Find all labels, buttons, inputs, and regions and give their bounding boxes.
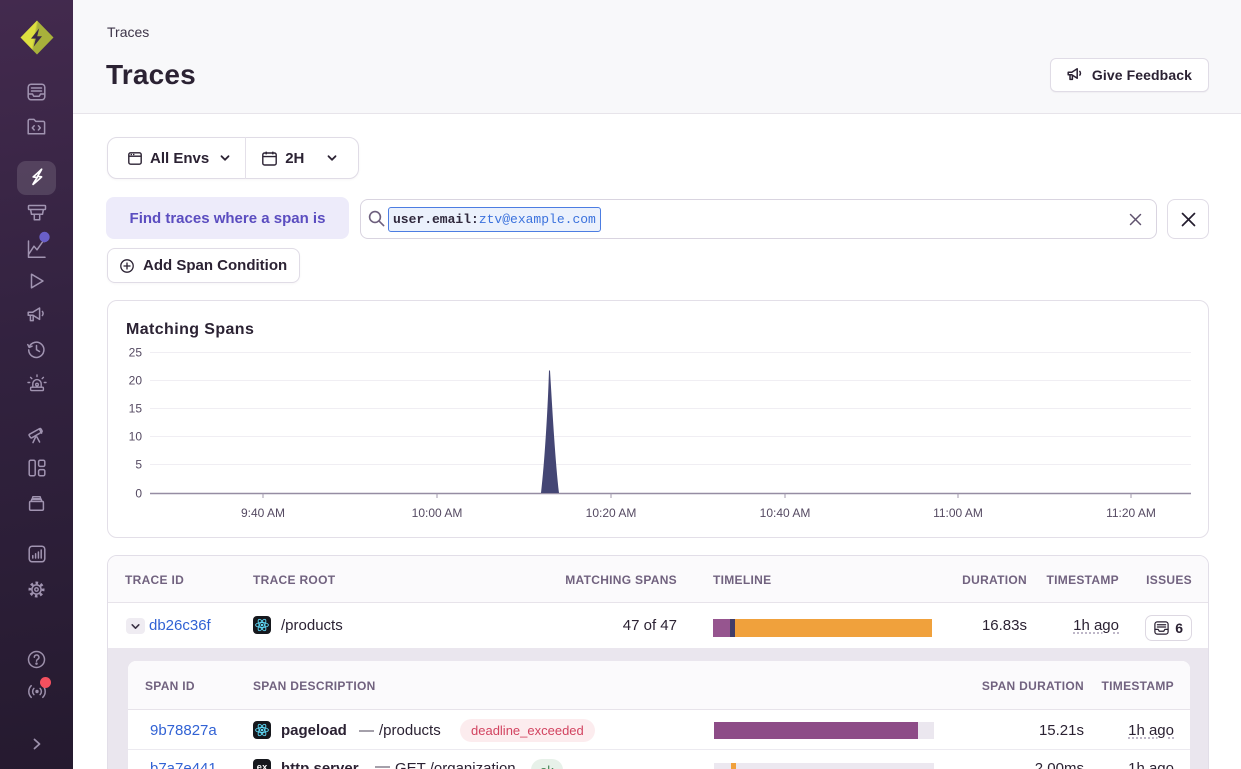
svg-text:0: 0 [135, 487, 142, 501]
svg-text:5: 5 [135, 458, 142, 472]
svg-text:10: 10 [129, 430, 143, 444]
svg-text:10:40 AM: 10:40 AM [760, 506, 811, 520]
svg-text:11:20 AM: 11:20 AM [1106, 506, 1156, 520]
svg-text:15: 15 [129, 402, 143, 416]
svg-text:10:00 AM: 10:00 AM [412, 506, 463, 520]
svg-text:20: 20 [129, 374, 143, 388]
svg-text:9:40 AM: 9:40 AM [241, 506, 285, 520]
svg-text:25: 25 [129, 346, 143, 360]
svg-text:10:20 AM: 10:20 AM [586, 506, 637, 520]
svg-text:11:00 AM: 11:00 AM [933, 506, 983, 520]
